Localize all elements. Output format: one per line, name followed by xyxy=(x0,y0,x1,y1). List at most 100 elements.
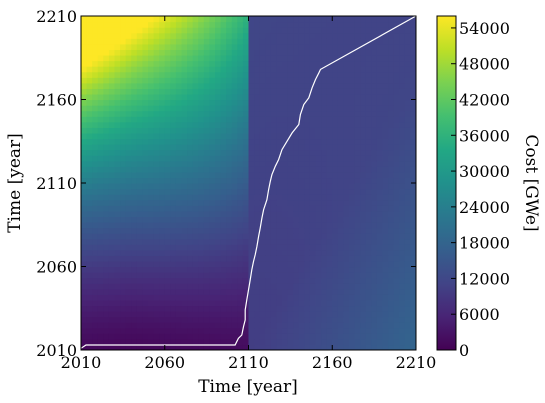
heatmap-cell xyxy=(231,77,238,84)
heatmap-cell xyxy=(393,316,400,323)
heatmap-cell xyxy=(404,299,412,307)
heatmap-cell xyxy=(198,155,205,162)
heatmap-cell xyxy=(209,210,216,217)
heatmap-cell xyxy=(159,160,166,167)
heatmap-cell xyxy=(215,327,222,334)
heatmap-cell xyxy=(393,227,400,234)
heatmap-cell xyxy=(410,177,416,184)
heatmap-cell xyxy=(203,99,211,106)
heatmap-cell xyxy=(276,32,283,39)
heatmap-cell xyxy=(287,82,294,89)
heatmap-cell xyxy=(404,66,412,73)
heatmap-cell xyxy=(237,121,244,128)
heatmap-cell xyxy=(81,227,88,234)
heatmap-cell xyxy=(170,283,177,290)
heatmap-cell xyxy=(226,294,233,301)
heatmap-cell xyxy=(410,49,416,56)
heatmap-cell xyxy=(354,266,361,273)
heatmap-cell xyxy=(404,266,412,273)
heatmap-cell xyxy=(293,311,300,318)
heatmap-cell xyxy=(142,210,149,217)
heatmap-cell xyxy=(192,155,199,162)
heatmap-cell xyxy=(293,244,300,251)
heatmap-cell xyxy=(209,183,216,190)
heatmap-cell xyxy=(226,205,233,212)
heatmap-cell xyxy=(142,99,149,106)
heatmap-cell xyxy=(175,171,183,179)
heatmap-cell xyxy=(287,327,294,334)
heatmap-cell xyxy=(203,216,211,223)
heatmap-cell xyxy=(108,244,116,251)
heatmap-cell xyxy=(215,99,222,106)
heatmap-cell xyxy=(86,32,93,39)
heatmap-cell xyxy=(203,38,211,45)
heatmap-cell xyxy=(159,149,166,156)
heatmap-cell xyxy=(326,210,333,217)
heatmap-cell xyxy=(265,105,272,112)
heatmap-cell xyxy=(103,171,110,179)
heatmap-cell xyxy=(343,77,350,84)
heatmap-cell xyxy=(86,138,93,145)
heatmap-cell xyxy=(265,194,272,201)
heatmap-cell xyxy=(293,99,300,106)
heatmap-cell xyxy=(321,82,328,89)
heatmap-cell xyxy=(321,305,328,312)
heatmap-cell xyxy=(231,194,238,201)
heatmap-cell xyxy=(226,171,233,179)
heatmap-cell xyxy=(265,160,272,167)
heatmap-cell xyxy=(81,244,88,251)
heatmap-cell xyxy=(270,294,278,301)
heatmap-cell xyxy=(326,110,333,117)
colorbar-ticks: 0600012000180002400030000360004200048000… xyxy=(451,19,510,360)
heatmap-cell xyxy=(175,110,183,117)
heatmap-cell xyxy=(231,188,238,195)
heatmap-cell xyxy=(108,144,116,151)
heatmap-cell xyxy=(259,160,266,167)
heatmap-cell xyxy=(192,311,199,318)
heatmap-cell xyxy=(248,327,255,334)
heatmap-cell xyxy=(354,60,361,67)
heatmap-cell xyxy=(86,66,93,73)
heatmap-cell xyxy=(192,121,199,128)
heatmap-cell xyxy=(410,105,416,112)
heatmap-cell xyxy=(248,110,255,117)
heatmap-cell xyxy=(203,177,211,184)
heatmap-cell xyxy=(86,27,93,34)
heatmap-cell xyxy=(181,183,188,190)
heatmap-cell xyxy=(254,227,261,234)
heatmap-cell xyxy=(203,127,211,134)
heatmap-cell xyxy=(315,116,322,123)
heatmap-cell xyxy=(220,272,227,279)
heatmap-cell xyxy=(81,138,88,145)
heatmap-cell xyxy=(343,316,350,323)
heatmap-cell xyxy=(382,155,389,162)
heatmap-cell xyxy=(248,183,255,190)
heatmap-cell xyxy=(393,121,400,128)
heatmap-cell xyxy=(259,66,266,73)
heatmap-cell xyxy=(332,244,339,251)
heatmap-cell xyxy=(298,166,305,173)
heatmap-cell xyxy=(376,21,384,28)
heatmap-cell xyxy=(181,288,188,295)
heatmap-cell xyxy=(170,38,177,45)
heatmap-cell xyxy=(360,93,367,101)
heatmap-cell xyxy=(198,16,205,23)
heatmap-cell xyxy=(337,210,345,217)
heatmap-cell xyxy=(332,316,339,323)
heatmap-cell xyxy=(103,88,110,95)
heatmap-cell xyxy=(270,249,278,256)
heatmap-cell xyxy=(120,344,127,350)
heatmap-cell xyxy=(170,21,177,28)
heatmap-cell xyxy=(404,205,412,212)
heatmap-cell xyxy=(287,27,294,34)
heatmap-cell xyxy=(315,32,322,39)
heatmap-cell xyxy=(287,188,294,195)
heatmap-cell xyxy=(376,82,384,89)
heatmap-cell xyxy=(404,149,412,156)
heatmap-cell xyxy=(309,327,317,334)
heatmap-cell xyxy=(382,283,389,290)
heatmap-cell xyxy=(131,171,138,179)
heatmap-cell xyxy=(393,299,400,307)
heatmap-cell xyxy=(399,294,406,301)
heatmap-cell xyxy=(265,66,272,73)
